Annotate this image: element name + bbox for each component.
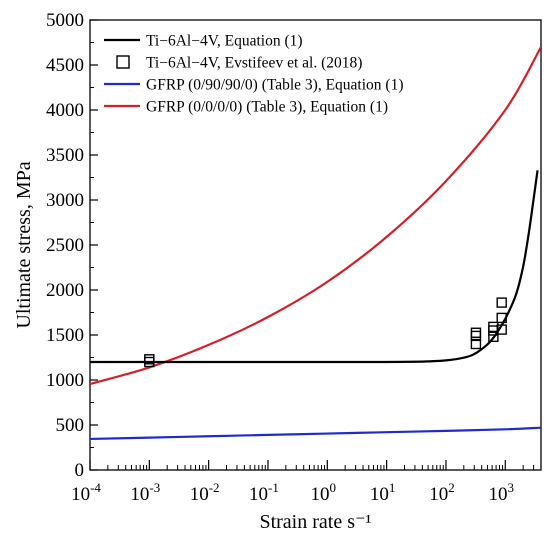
legend-swatch-1 [116, 55, 130, 69]
y-tick-label: 2000 [46, 280, 84, 301]
data-point-1 [470, 338, 482, 350]
y-tick-label: 3500 [46, 145, 84, 166]
x-tick-label: 10-3 [130, 480, 160, 505]
y-tick-label: 1000 [46, 370, 84, 391]
data-point-1 [496, 297, 507, 308]
data-point-1 [496, 312, 507, 324]
y-tick-label: 3000 [46, 190, 84, 211]
legend-label-3: GFRP (0/0/0/0) (Table 3), Equation (1) [146, 99, 388, 116]
x-tick-label: 101 [370, 480, 396, 505]
series-line-0 [90, 170, 539, 364]
y-tick-label: 1500 [46, 325, 84, 346]
data-point-1 [144, 354, 155, 365]
x-tick-label: 10-2 [190, 480, 220, 505]
x-tick-label: 10-4 [71, 480, 101, 505]
legend-label-1: Ti−6Al−4V, Evstifeev et al. (2018) [146, 55, 362, 72]
series-line-2 [90, 426, 541, 441]
y-axis-title: Ultimate stress, MPa [13, 161, 35, 328]
y-tick-label: 0 [75, 460, 85, 481]
y-tick-label: 4000 [46, 100, 84, 121]
x-tick-label: 100 [311, 480, 337, 505]
y-tick-label: 2500 [46, 235, 84, 256]
x-axis-title: Strain rate s⁻¹ [259, 511, 371, 533]
y-tick-label: 4500 [46, 55, 84, 76]
legend-label-0: Ti−6Al−4V, Equation (1) [146, 33, 303, 50]
series-line-3 [90, 46, 541, 386]
y-tick-label: 5000 [46, 10, 84, 31]
x-tick-label: 102 [429, 480, 455, 505]
data-point-1 [470, 327, 482, 338]
data-point-1 [496, 324, 507, 335]
y-tick-label: 500 [56, 415, 85, 436]
x-tick-label: 10-1 [249, 480, 279, 505]
data-point-1 [488, 331, 499, 342]
legend-label-2: GFRP (0/90/90/0) (Table 3), Equation (1) [146, 77, 404, 94]
x-tick-label: 103 [489, 480, 515, 505]
